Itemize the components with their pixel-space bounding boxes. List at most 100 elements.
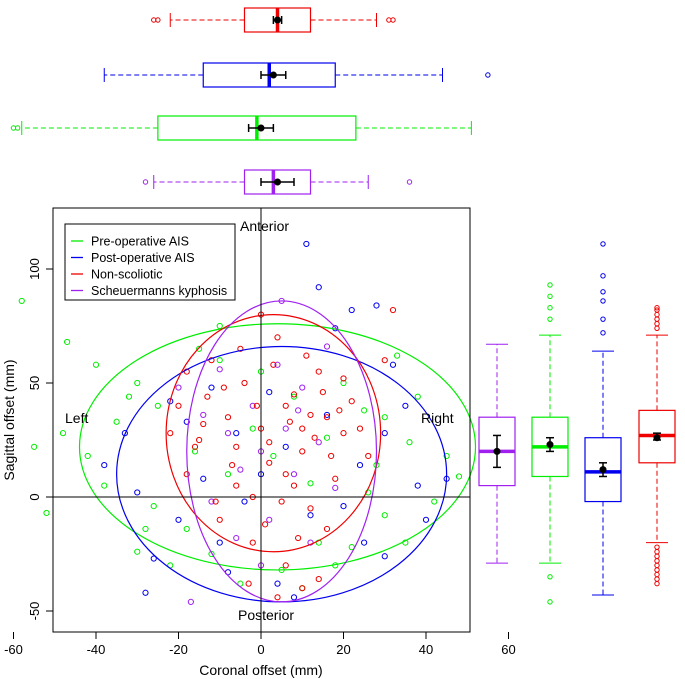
axes: -60 -40 -20 0 20 40 60 -50 0 50 100 [4,207,516,657]
hbox-post-operative-ais [103,62,491,88]
vbox-non-scoliotic [638,305,676,587]
scatter-point [101,461,108,469]
scatter-point [204,393,211,400]
scatter-point [286,418,293,425]
scatter-point [200,475,207,482]
x-tick-label: 0 [257,642,264,657]
scatter-point [290,594,298,601]
scatter-point [175,516,182,523]
scatter-point [323,525,331,533]
scatter-point [356,461,364,469]
scatter-point [340,379,347,387]
outlier [406,179,413,185]
scatter-point [394,352,401,359]
scatter-point [373,302,380,309]
scatter-point [299,384,306,391]
scatter-point [249,425,256,432]
outlier [390,17,396,23]
scatter-point [196,436,203,444]
outlier [600,241,606,247]
scatter-point [381,512,388,519]
scatter-point [84,452,91,460]
confidence-ellipses [78,300,477,603]
scatter-point [340,375,347,382]
legend-entries: Pre-operative AIS Post-operative AIS Non-s… [71,235,227,298]
mean-dot [599,466,607,474]
hbox-pre-operative-ais [10,115,472,141]
scatter-point [200,411,207,419]
scatter-point [183,471,190,478]
legend-box [64,223,236,301]
scatter-point [295,407,302,414]
legend: Pre-operative AIS Post-operative AIS Non-s… [64,223,236,301]
ellipse-pre-operative-ais [78,323,477,571]
scatter-point [431,498,438,505]
scatter-point [208,498,215,505]
scatter-point [191,448,199,455]
scatter-point [224,430,232,437]
outlier [654,544,660,550]
scatter-point [31,443,38,450]
scatter-point [253,402,260,409]
scatter-point [249,539,256,546]
scatter-point [142,589,149,596]
scatter-plot: -60 -40 -20 0 20 40 60 -50 0 50 100 Left Right Ant… [1,207,516,678]
scatter-point [282,562,289,569]
outlier [547,316,553,322]
scatter-point [216,322,223,330]
outlier [600,330,606,336]
mean-dot [257,124,265,132]
scatter-point [340,430,347,437]
x-tick-label: -40 [87,642,106,657]
scatter-point [274,361,281,368]
scatter-point [125,393,133,400]
scatter-point [224,414,232,421]
vbox-pre-operative-ais [531,282,569,605]
scatter-point [361,407,368,414]
scatter-point [229,461,236,469]
scatter-point [406,439,413,446]
scatter-point [200,420,207,428]
scatter-point [315,439,322,446]
scatter-point [113,418,120,425]
scatter-point [196,345,203,352]
scatter-point [381,430,388,437]
outlier [654,311,660,318]
scatter-point [18,297,25,305]
outlier [654,321,660,327]
scatter-point [262,521,269,528]
y-tick-label: -50 [27,602,42,621]
mean-dot [493,447,501,455]
legend-label: Non-scoliotic [91,268,163,282]
ellipse-post-operative-ais [116,345,448,603]
scatter-point [336,407,343,414]
scatter-point [266,389,273,396]
scatter-point [270,361,277,368]
outlier [654,558,660,564]
scatter-point [224,471,232,478]
scatter-point [266,516,273,523]
scatter-point [150,555,157,562]
scatter-point [233,482,240,489]
scatter-point [443,452,450,460]
outlier [654,549,660,555]
hbox-non-scoliotic [151,7,396,33]
scatter-point [233,430,240,437]
scatter-point [208,550,215,558]
scatter-point [282,402,289,409]
scatter-point [381,357,388,364]
scatter-point [59,430,67,437]
annotation-right: Right [421,410,454,426]
scatter-point [167,430,174,437]
scatter-point [455,473,463,480]
legend-label: Post-operative AIS [91,251,195,265]
scatter-point [274,594,281,601]
scatter-point [183,525,190,533]
annotation-left: Left [65,410,88,426]
scatter-point [237,345,244,352]
scatter-point [328,452,335,460]
scatter-point [348,398,355,405]
outlier [600,289,606,295]
ellipse-non-scoliotic [165,314,382,553]
outlier [547,574,553,580]
